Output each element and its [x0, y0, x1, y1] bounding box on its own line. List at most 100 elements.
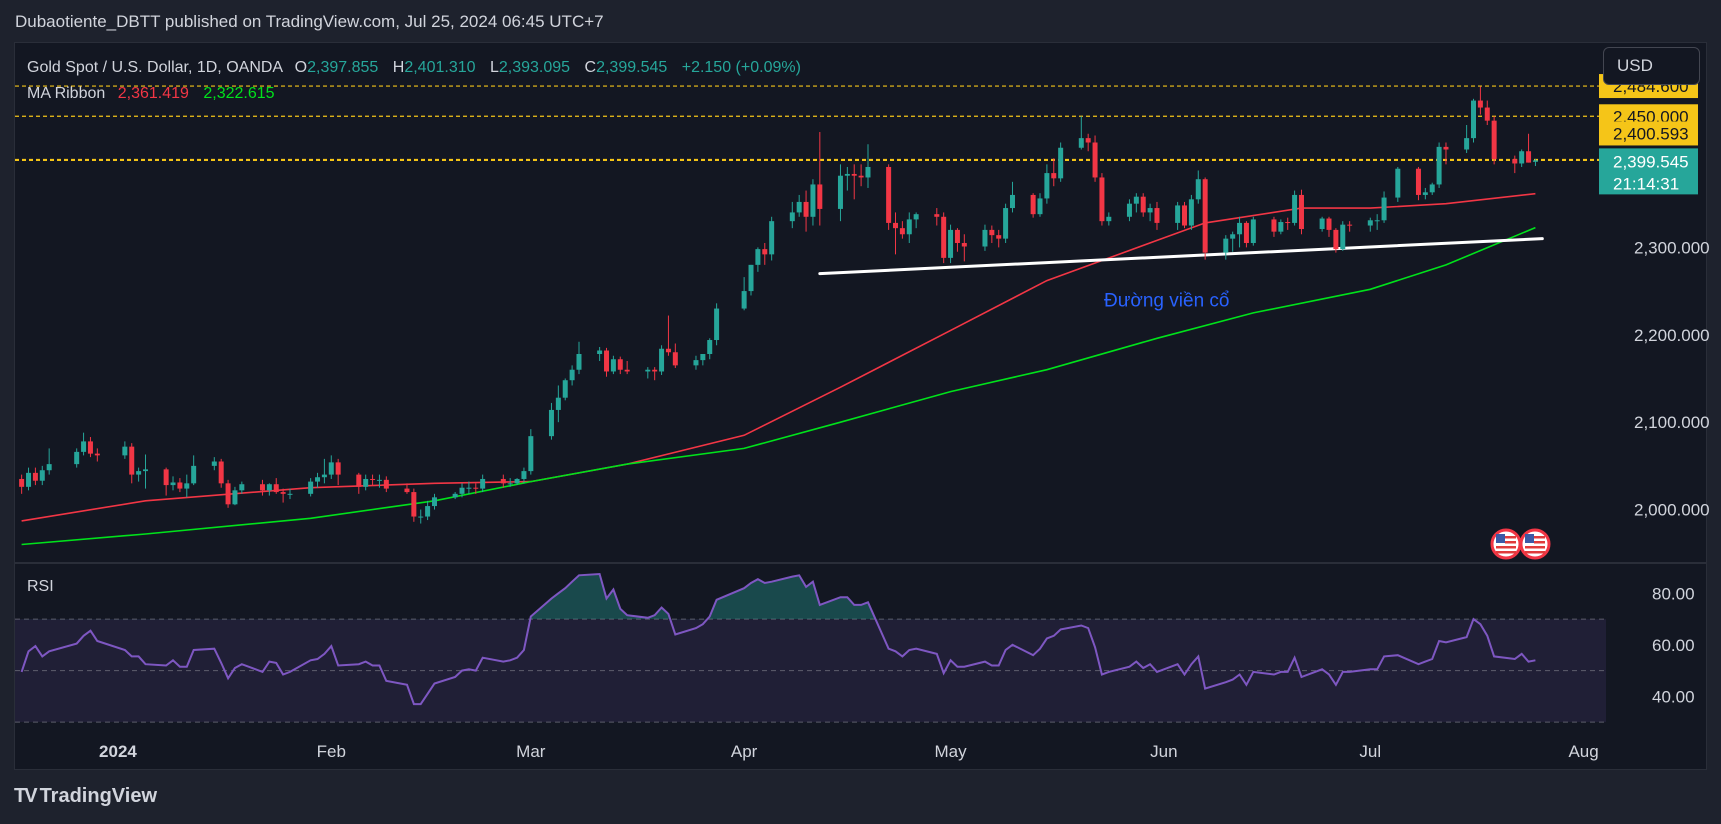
legend-symbol: Gold Spot / U.S. Dollar, 1D, OANDA [27, 59, 283, 76]
level-price-value: 2,400.593 [1613, 124, 1689, 143]
candle-body [356, 474, 362, 487]
candle-body [1223, 238, 1229, 253]
candle-body [191, 465, 197, 484]
candle-body [1326, 218, 1332, 230]
candle-body [1051, 173, 1057, 179]
candle-body [893, 222, 899, 229]
candle-body [817, 184, 823, 209]
candle-body [569, 369, 575, 381]
ma-ribbon-slow-line [21, 226, 1536, 546]
us-flag-icon[interactable] [1519, 528, 1551, 560]
legend-close-label: C [584, 59, 597, 76]
price-axis-tick-label: 2,300.000 [1634, 238, 1710, 257]
candle-body [266, 484, 272, 491]
candle-body [865, 166, 871, 178]
candle-body [335, 462, 341, 475]
candle-body [604, 350, 610, 372]
legend-ohlc-row: Gold Spot / U.S. Dollar, 1D, OANDA O2,39… [27, 55, 811, 81]
legend-low-label: L [489, 59, 499, 76]
candle-body [741, 291, 747, 309]
legend-open-label: O [294, 59, 308, 76]
time-axis-tick-label: Mar [516, 742, 546, 761]
candle-body [769, 221, 775, 255]
candle-body [239, 484, 245, 491]
candle-body [610, 359, 616, 372]
tradingview-logo-icon: TV [14, 785, 38, 807]
candle-body [1491, 120, 1497, 160]
us-flag-icon[interactable] [1490, 528, 1522, 560]
candle-body [672, 352, 678, 366]
currency-button[interactable]: USD [1603, 47, 1700, 85]
chart-legend: Gold Spot / U.S. Dollar, 1D, OANDA O2,39… [27, 55, 811, 107]
candle-body [1147, 208, 1153, 213]
candle-body [996, 235, 1002, 239]
legend-high: 2,401.310 [404, 59, 476, 76]
candle-body [287, 493, 293, 495]
candle-body [1278, 222, 1284, 232]
candle-body [617, 359, 623, 370]
candle-body [1292, 194, 1298, 223]
candle-body [1436, 146, 1442, 185]
candle-body [1381, 197, 1387, 221]
candle-body [404, 488, 410, 493]
candle-body [308, 481, 314, 494]
candle-body [645, 369, 651, 372]
candle-body [707, 340, 713, 354]
candle-body [1085, 138, 1091, 143]
candle-body [837, 175, 843, 209]
candle-body [280, 492, 286, 494]
candle-body [624, 369, 630, 372]
candle-body [500, 478, 506, 484]
candle-body [363, 478, 369, 487]
candle-body [1333, 229, 1339, 250]
candle-body [1271, 219, 1277, 232]
candle-body [383, 479, 389, 489]
candle-body [1099, 177, 1105, 222]
candle-body [473, 487, 479, 489]
candle-body [425, 506, 431, 517]
candle-body [1003, 208, 1009, 239]
candle-body [555, 397, 561, 410]
candle-body [1415, 168, 1421, 195]
last-price-value: 2,399.545 [1613, 152, 1689, 171]
candle-body [1202, 179, 1208, 253]
candle-body [989, 229, 995, 236]
candle-body [177, 482, 183, 489]
ma-ribbon-fast-line [21, 192, 1536, 522]
candle-body [87, 441, 93, 454]
candle-body [1188, 199, 1194, 226]
candle-body [941, 216, 947, 258]
candle-body [328, 462, 334, 475]
candle-body [1340, 224, 1346, 250]
candle-body [1058, 147, 1064, 179]
candle-body [411, 492, 417, 517]
candle-body [1195, 179, 1201, 200]
candle-body [1298, 194, 1304, 230]
candle-body [948, 229, 954, 258]
candle-body [1133, 196, 1139, 204]
candle-body [1532, 160, 1538, 162]
legend-high-label: H [392, 59, 405, 76]
candle-body [1429, 184, 1435, 193]
legend-ma2: 2,322.615 [203, 85, 275, 102]
rsi-overbought-fill [530, 574, 876, 620]
candle-body [1044, 173, 1050, 199]
chart-frame [14, 42, 1707, 770]
legend-low: 2,393.095 [498, 59, 571, 76]
candle-body [259, 484, 265, 491]
candle-body [576, 354, 582, 370]
candle-body [851, 173, 857, 176]
candle-body [693, 360, 699, 366]
candle-body [514, 478, 520, 484]
candle-body [1092, 142, 1098, 178]
candle-body [1526, 151, 1532, 163]
candle-body [1250, 219, 1256, 244]
candle-body [1395, 168, 1401, 198]
candle-body [858, 175, 864, 178]
neckline-trendline [818, 237, 1544, 276]
candle-body [1367, 220, 1373, 226]
candle-body [39, 470, 45, 481]
candle-body [1443, 146, 1449, 150]
legend-open: 2,397.855 [307, 59, 379, 76]
